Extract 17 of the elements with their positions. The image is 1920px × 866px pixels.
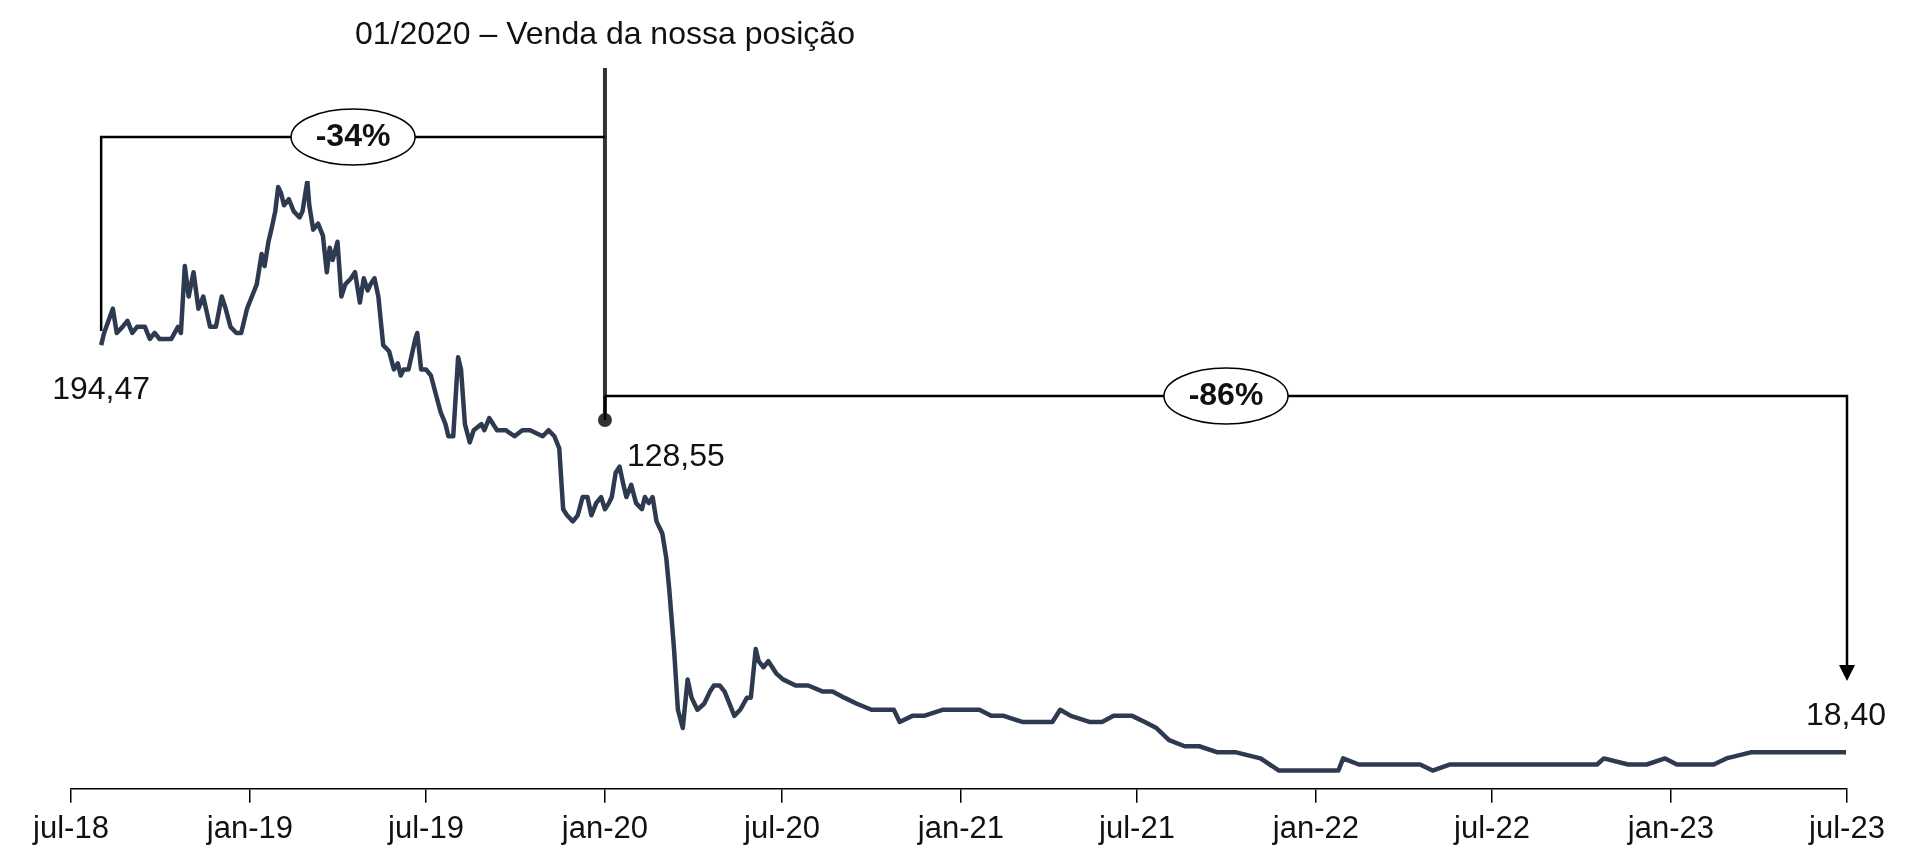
- x-tick-label: jul-22: [1453, 809, 1530, 845]
- x-tick-label: jul-18: [32, 809, 109, 845]
- x-tick-label: jan-19: [205, 809, 294, 845]
- x-tick-label: jan-23: [1626, 809, 1715, 845]
- x-tick-label: jan-21: [916, 809, 1005, 845]
- x-tick-label: jul-23: [1808, 809, 1885, 845]
- x-tick-label: jan-20: [560, 809, 649, 845]
- annotation: 194,47: [52, 369, 151, 406]
- x-tick-label: jul-20: [743, 809, 820, 845]
- annotation: 128,55: [626, 437, 725, 474]
- x-tick-label: jul-21: [1098, 809, 1175, 845]
- x-tick-label: jan-22: [1271, 809, 1360, 845]
- annotation: -86%: [1188, 375, 1264, 412]
- x-tick-label: jul-19: [387, 809, 464, 845]
- ref-line-label: 01/2020 – Venda da nossa posição: [354, 15, 855, 51]
- text: -34%: [315, 116, 391, 153]
- annotation: 18,40: [1805, 696, 1887, 733]
